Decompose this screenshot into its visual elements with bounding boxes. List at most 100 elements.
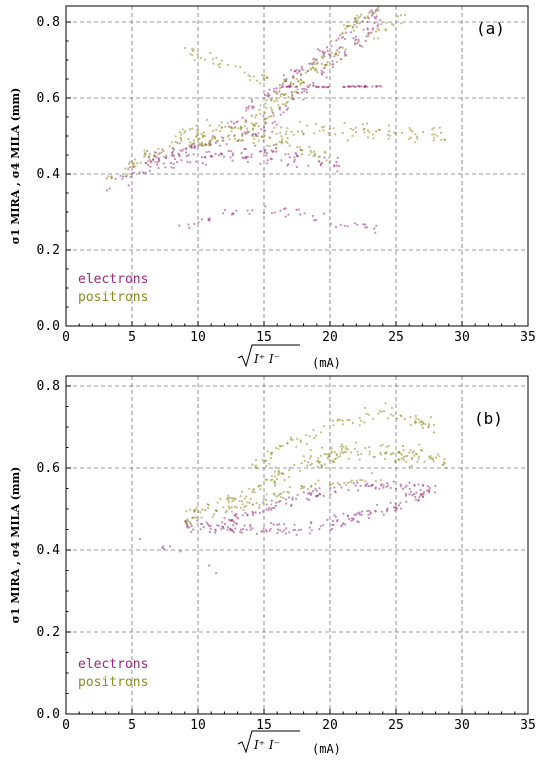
data-point-positrons — [366, 122, 369, 125]
data-point-positrons — [263, 74, 266, 77]
data-point-electrons — [293, 156, 296, 159]
data-point-positrons — [292, 133, 295, 136]
data-point-positrons — [240, 139, 243, 142]
data-point-positrons — [226, 135, 230, 138]
data-point-electrons — [268, 88, 271, 91]
data-point-electrons — [241, 116, 244, 119]
data-point-positrons — [206, 503, 209, 506]
data-point-electrons — [320, 69, 323, 72]
data-point-electrons — [251, 209, 254, 212]
data-point-electrons — [292, 82, 295, 85]
data-point-positrons — [293, 76, 296, 79]
data-point-electrons — [307, 164, 310, 167]
data-point-positrons — [403, 418, 406, 421]
data-point-electrons — [293, 158, 296, 161]
data-point-electrons — [262, 211, 266, 215]
data-point-positrons — [396, 451, 400, 454]
data-point-positrons — [259, 488, 262, 491]
data-point-positrons — [296, 91, 299, 94]
data-point-electrons — [226, 528, 229, 531]
data-point-electrons — [284, 104, 288, 107]
data-point-positrons — [238, 138, 241, 142]
data-point-electrons — [373, 227, 376, 230]
data-point-electrons — [343, 224, 346, 227]
data-point-electrons — [178, 155, 181, 158]
data-point-positrons — [328, 156, 331, 159]
data-point-electrons — [284, 532, 287, 535]
x-tick-label: 15 — [256, 330, 272, 345]
data-point-electrons — [232, 524, 235, 527]
data-point-electrons — [279, 113, 282, 116]
data-point-electrons — [188, 226, 191, 230]
data-point-positrons — [384, 28, 387, 31]
data-point-positrons — [388, 134, 391, 137]
data-point-positrons — [442, 461, 445, 464]
data-point-positrons — [380, 23, 383, 26]
data-point-positrons — [250, 122, 253, 125]
data-point-positrons — [360, 13, 363, 16]
data-point-electrons — [283, 207, 286, 211]
data-point-electrons — [224, 523, 227, 526]
data-point-electrons — [356, 489, 360, 492]
data-point-electrons — [122, 175, 125, 178]
data-point-positrons — [211, 129, 215, 132]
data-point-electrons — [114, 177, 117, 180]
data-point-positrons — [180, 133, 183, 136]
y-axis-label-a: σ1 MIRA , σ4 MILA (mm) — [9, 88, 22, 245]
data-point-electrons — [333, 55, 336, 58]
data-point-positrons — [359, 44, 362, 47]
data-point-positrons — [254, 116, 257, 119]
data-point-positrons — [306, 488, 309, 491]
data-point-positrons — [339, 418, 342, 421]
x-axis-label-var-a: I⁺ I⁻ — [253, 352, 280, 366]
data-point-electrons — [178, 224, 181, 227]
data-point-positrons — [398, 458, 401, 462]
data-point-electrons — [288, 531, 291, 534]
data-point-electrons — [285, 85, 288, 89]
data-point-electrons — [147, 164, 150, 167]
data-point-positrons — [200, 144, 203, 147]
data-point-positrons — [233, 505, 236, 508]
data-point-positrons — [273, 100, 276, 103]
data-point-positrons — [222, 506, 225, 509]
data-point-electrons — [378, 84, 381, 87]
data-point-positrons — [350, 451, 353, 454]
data-point-electrons — [308, 62, 311, 65]
data-point-positrons — [314, 154, 317, 157]
data-point-electrons — [333, 514, 336, 517]
data-point-positrons — [316, 465, 319, 469]
data-point-positrons — [324, 51, 327, 54]
data-point-electrons — [291, 93, 294, 97]
data-point-electrons — [268, 529, 271, 532]
data-point-electrons — [354, 484, 357, 487]
data-point-positrons — [363, 131, 366, 134]
data-point-electrons — [329, 493, 332, 496]
data-point-electrons — [367, 485, 370, 488]
x-tick-label: 20 — [322, 330, 338, 345]
data-point-electrons — [275, 501, 278, 504]
data-point-positrons — [383, 457, 386, 460]
data-point-positrons — [410, 458, 413, 461]
data-point-electrons — [408, 481, 411, 484]
data-point-positrons — [313, 60, 316, 63]
data-point-positrons — [257, 131, 260, 135]
data-point-electrons — [279, 499, 282, 502]
data-point-positrons — [230, 126, 233, 129]
data-point-positrons — [257, 125, 260, 128]
data-point-positrons — [379, 451, 382, 454]
data-point-positrons — [258, 108, 261, 111]
data-point-positrons — [392, 414, 395, 417]
data-point-electrons — [335, 39, 338, 42]
data-point-positrons — [330, 39, 333, 43]
data-point-electrons — [369, 10, 372, 13]
data-point-positrons — [347, 24, 350, 28]
data-point-electrons — [322, 212, 325, 215]
data-point-electrons — [227, 149, 230, 153]
data-point-electrons — [235, 515, 238, 518]
x-tick-label: 25 — [388, 330, 404, 345]
data-point-positrons — [358, 458, 361, 461]
data-point-positrons — [358, 424, 361, 427]
data-point-electrons — [297, 208, 300, 211]
data-point-positrons — [436, 453, 439, 456]
data-point-electrons — [259, 162, 262, 165]
